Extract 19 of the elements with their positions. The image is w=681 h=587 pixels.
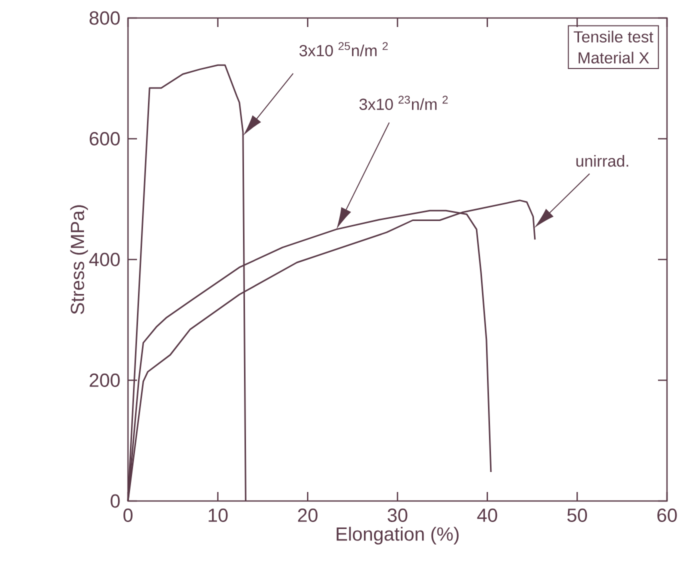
- x-tick-label: 30: [388, 508, 408, 522]
- annotation: 3x10 $^{25}$n/m $^{2}$: [299, 42, 388, 56]
- y-axis-title: Stress (MPa): [70, 205, 88, 314]
- x-tick-label: 20: [298, 508, 318, 522]
- x-tick-label: 10: [208, 508, 228, 522]
- y-tick-label: 600: [90, 132, 120, 146]
- annotation: 3x10 $^{23}$n/m $^{2}$: [359, 96, 448, 110]
- x-tick-label: 50: [567, 508, 587, 522]
- y-tick-label: 200: [90, 374, 120, 387]
- y-tick-label: 400: [89, 252, 120, 266]
- x-tick-label: 0: [123, 508, 133, 522]
- x-tick-label: 60: [657, 508, 677, 522]
- y-tick-label: 0: [110, 494, 120, 508]
- annotation: Material X: [578, 52, 650, 64]
- x-tick-label: 40: [477, 508, 498, 522]
- annotation: Tensile test: [574, 30, 654, 42]
- annotation: unirrad.: [576, 154, 628, 167]
- y-tick-label: 800: [90, 11, 120, 25]
- x-axis-title: Elongation (%): [336, 526, 459, 545]
